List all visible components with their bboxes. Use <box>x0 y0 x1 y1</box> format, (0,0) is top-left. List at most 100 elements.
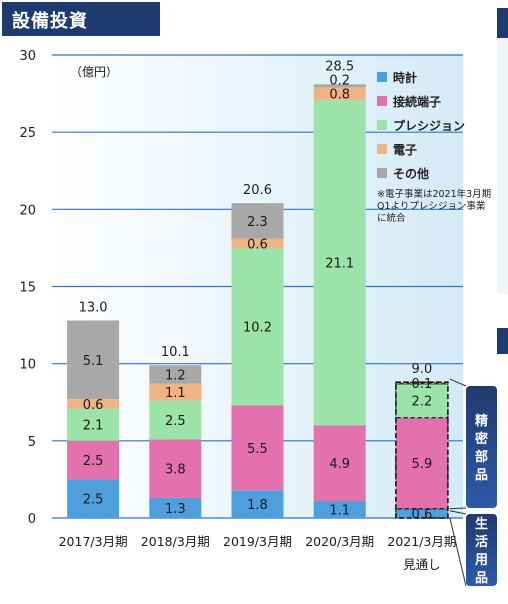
legend-label: その他 <box>393 166 429 181</box>
bar-segment <box>149 497 202 518</box>
bar-segment <box>231 203 284 239</box>
bracket-line <box>449 507 467 510</box>
bar-segment <box>231 490 284 518</box>
data-label: 1.3 <box>165 502 186 517</box>
x-category-label: 2018/3月期 <box>141 534 210 549</box>
segment-group-box <box>466 386 497 508</box>
segment-group-label: 生 <box>475 516 488 532</box>
section-title: 設備投資 <box>12 11 88 32</box>
x-category-label: 2020/3月期 <box>305 534 374 549</box>
y-tick-label: 5 <box>28 435 36 450</box>
data-label: 0.6 <box>247 237 268 252</box>
bar-segment <box>149 383 202 401</box>
data-label: 21.1 <box>325 257 354 272</box>
bracket-line <box>449 510 467 515</box>
x-category-sublabel: 見通し <box>403 557 441 572</box>
bar-segment <box>149 365 202 384</box>
y-tick-label: 0 <box>28 512 36 527</box>
segment-group-label: 活 <box>475 534 488 550</box>
bar-segment <box>313 425 366 502</box>
data-label: 5.5 <box>247 442 268 457</box>
data-label: 1.1 <box>329 504 350 519</box>
y-tick-label: 20 <box>19 203 36 218</box>
forecast-outline <box>395 381 449 519</box>
bar-segment <box>395 508 449 519</box>
data-label: 0.6 <box>412 507 433 522</box>
segment-group-label: 密 <box>474 431 488 447</box>
data-label: 0.2 <box>329 74 350 89</box>
segment-group-label: 部 <box>475 449 488 465</box>
x-category-label: 2019/3月期 <box>223 534 292 549</box>
bar-segment <box>231 247 284 406</box>
data-label: 10.2 <box>243 321 272 336</box>
footnote-line: ※電子事業は2021年3月期 <box>377 188 491 200</box>
bar-segment <box>313 84 366 88</box>
bar-segment <box>67 408 120 441</box>
unit-label: （億円） <box>70 65 118 79</box>
legend-label: 電子 <box>393 143 417 157</box>
total-label: 10.1 <box>161 345 190 360</box>
bar-segment <box>313 99 366 426</box>
bar-segment <box>313 501 366 518</box>
footnote-line: に統合 <box>377 212 406 224</box>
bar-segment <box>395 383 449 419</box>
bar-segment <box>149 400 202 440</box>
adjacent-panel-header-fragment <box>497 8 508 38</box>
data-label: 0.1 <box>412 377 433 392</box>
data-label: 2.1 <box>83 419 104 434</box>
data-label: 3.8 <box>165 463 186 478</box>
adjacent-panel-header-fragment <box>497 328 508 354</box>
data-label: 2.5 <box>165 414 186 429</box>
bracket-line <box>449 378 467 387</box>
legend-swatch <box>377 72 387 82</box>
data-label: 1.2 <box>165 368 186 383</box>
segment-group-label: 用 <box>474 553 488 568</box>
legend-swatch <box>377 96 387 106</box>
data-label: 0.8 <box>329 88 350 103</box>
bar-segment <box>395 417 449 510</box>
data-label: 4.9 <box>329 457 350 472</box>
data-label: 2.3 <box>247 215 268 230</box>
bar-segment <box>67 479 120 518</box>
bar-segment <box>149 439 202 498</box>
y-tick-label: 30 <box>19 49 36 64</box>
bar-segment <box>67 320 120 400</box>
total-label: 20.6 <box>243 183 272 198</box>
adjacent-panel-fragment <box>497 38 508 294</box>
footnote-line: Q1よりプレシジョン事業 <box>377 200 486 212</box>
y-tick-label: 15 <box>19 281 36 296</box>
segment-group-label: 品 <box>475 468 488 483</box>
total-label: 28.5 <box>325 60 354 75</box>
legend-swatch <box>377 120 387 130</box>
x-category-label: 2017/3月期 <box>59 534 128 549</box>
data-label: 5.9 <box>412 457 433 472</box>
legend-label: プレシジョン <box>393 118 465 133</box>
data-label: 1.1 <box>165 386 186 401</box>
data-label: 2.5 <box>83 493 104 508</box>
total-label: 9.0 <box>412 362 433 377</box>
y-tick-label: 10 <box>19 358 36 373</box>
segment-group-label: 品 <box>475 571 488 586</box>
legend-swatch <box>377 168 387 178</box>
segment-group-label: 精 <box>475 413 488 429</box>
bar-segment <box>313 87 366 100</box>
data-label: 1.8 <box>247 498 268 513</box>
bar-segment <box>67 440 120 480</box>
data-label: 0.6 <box>83 398 104 413</box>
data-label: 2.5 <box>83 454 104 469</box>
legend-label: 接続端子 <box>393 94 441 109</box>
total-label: 13.0 <box>79 300 108 315</box>
bar-segment <box>67 399 120 409</box>
y-tick-label: 25 <box>19 126 36 141</box>
bar-segment <box>231 238 284 248</box>
data-label: 5.1 <box>83 354 104 369</box>
data-label: 2.2 <box>412 395 433 410</box>
section-header: 設備投資 <box>2 2 160 36</box>
x-category-label: 2021/3月期 <box>387 534 456 549</box>
legend-label: 時計 <box>393 70 417 85</box>
segment-group-box <box>466 514 497 586</box>
bar-segment <box>231 405 284 491</box>
legend-swatch <box>377 144 387 154</box>
bracket-line <box>449 517 467 587</box>
